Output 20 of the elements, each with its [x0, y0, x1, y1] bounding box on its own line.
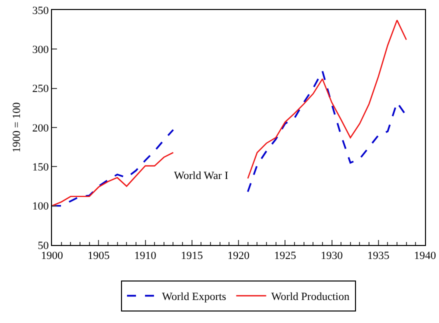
- x-tick-label: 1940: [414, 250, 436, 262]
- legend-label: World Exports: [162, 291, 226, 304]
- x-tick-label: 1925: [274, 250, 297, 262]
- x-tick-label: 1920: [228, 250, 250, 262]
- y-axis-title: 1900 = 100: [11, 102, 23, 153]
- y-tick-label: 300: [32, 44, 50, 56]
- legend-label: World Production: [271, 291, 350, 304]
- y-tick-label: 250: [32, 83, 50, 96]
- x-tick-label: 1915: [180, 250, 204, 262]
- x-tick-label: 1900: [41, 250, 64, 262]
- x-tick-label: 1935: [367, 250, 390, 262]
- x-tick-label: 1930: [320, 250, 344, 262]
- x-tick-label: 1905: [88, 250, 110, 262]
- y-tick-label: 150: [32, 162, 50, 174]
- y-tick-label: 350: [32, 4, 50, 17]
- y-tick-label: 50: [38, 240, 50, 252]
- annotation: World War I: [174, 170, 229, 182]
- y-tick-label: 100: [32, 200, 50, 213]
- y-tick-label: 200: [32, 122, 50, 134]
- x-tick-label: 1910: [134, 250, 157, 262]
